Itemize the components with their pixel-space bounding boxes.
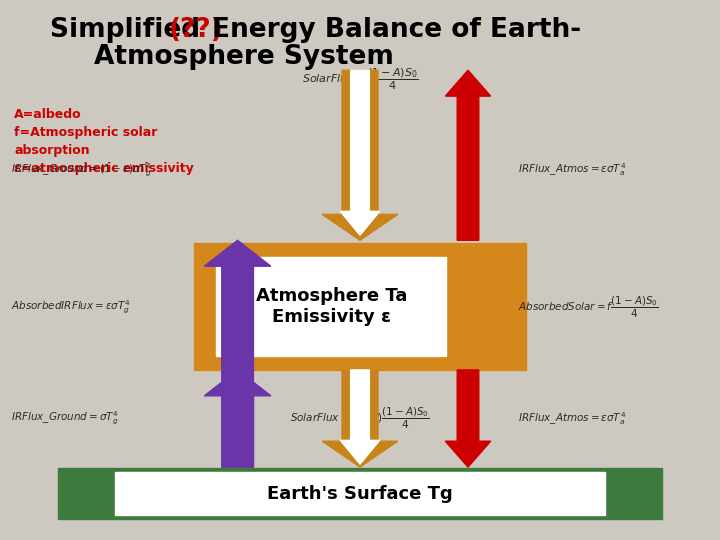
FancyArrow shape	[445, 70, 491, 240]
Text: Earth's Surface Tg: Earth's Surface Tg	[267, 485, 453, 503]
Text: (??): (??)	[169, 17, 224, 43]
Bar	[216, 256, 446, 356]
Bar	[115, 472, 605, 515]
Text: $IRFlux\_Atmos = \varepsilon\sigma T_a^4$: $IRFlux\_Atmos = \varepsilon\sigma T_a^4…	[518, 410, 626, 427]
Text: $IRFlux\_Ground = \sigma T_g^4$: $IRFlux\_Ground = \sigma T_g^4$	[11, 410, 119, 427]
Text: $IRFlux\_Atmos = \varepsilon\sigma T_a^4$: $IRFlux\_Atmos = \varepsilon\sigma T_a^4…	[518, 161, 626, 179]
Bar	[58, 468, 662, 519]
Text: $AbsorbedIRFlux = \varepsilon\sigma T_g^4$: $AbsorbedIRFlux = \varepsilon\sigma T_g^…	[11, 299, 130, 316]
Text: $SolarFlux = \dfrac{(1-A)S_0}{4}$: $SolarFlux = \dfrac{(1-A)S_0}{4}$	[302, 66, 418, 92]
Text: Simplified: Simplified	[50, 17, 210, 43]
Text: Atmosphere System: Atmosphere System	[94, 44, 393, 70]
Text: $SolarFlux = (1-f)\dfrac{(1-A)S_0}{4}$: $SolarFlux = (1-f)\dfrac{(1-A)S_0}{4}$	[290, 406, 430, 431]
FancyArrow shape	[323, 70, 397, 240]
FancyArrow shape	[445, 370, 491, 467]
Text: $AbsorbedSolar = f\dfrac{(1-A)S_0}{4}$: $AbsorbedSolar = f\dfrac{(1-A)S_0}{4}$	[518, 295, 659, 320]
FancyArrow shape	[204, 370, 271, 467]
Text: A=albedo
f=Atmospheric solar
absorption
ε=atmospheric emissivity: A=albedo f=Atmospheric solar absorption …	[14, 108, 194, 175]
Text: Energy Balance of Earth-: Energy Balance of Earth-	[212, 17, 582, 43]
FancyArrow shape	[204, 240, 271, 467]
Text: $IRFlux\_Ground = (1-\varepsilon)\sigma T_g^4$: $IRFlux\_Ground = (1-\varepsilon)\sigma …	[11, 161, 152, 179]
FancyArrow shape	[341, 370, 379, 464]
Text: Atmosphere Ta
Emissivity ε: Atmosphere Ta Emissivity ε	[256, 287, 407, 326]
FancyArrow shape	[341, 70, 379, 235]
FancyArrow shape	[323, 370, 397, 467]
Bar	[194, 243, 526, 370]
